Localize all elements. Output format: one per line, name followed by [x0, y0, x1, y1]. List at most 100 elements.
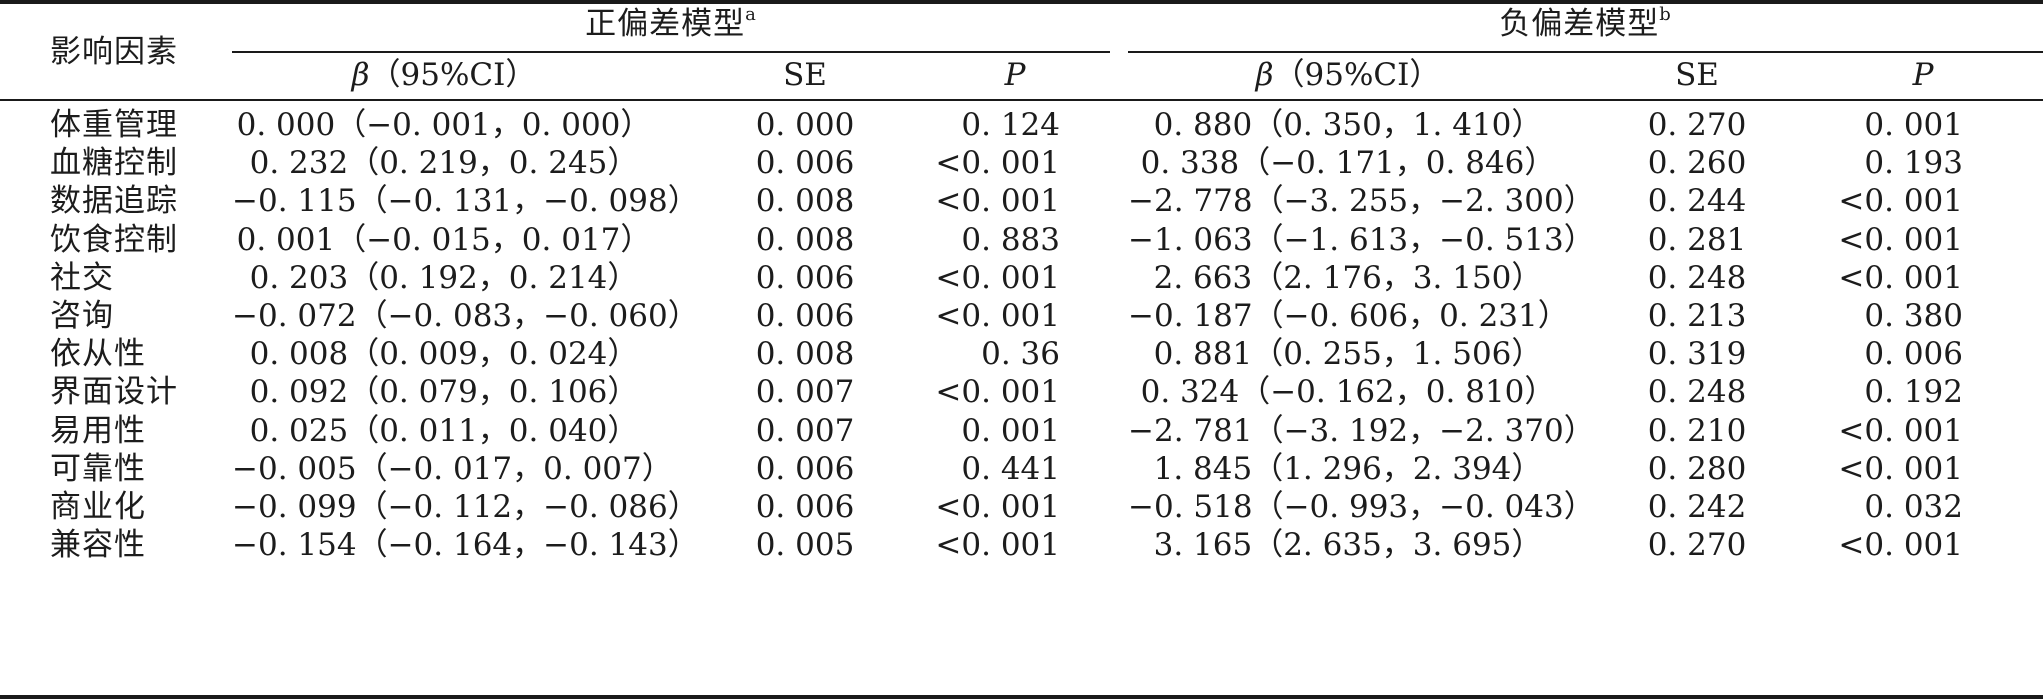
group-rule-negative: [1128, 51, 2043, 53]
beta-symbol: β: [1255, 57, 1274, 93]
group-label-positive: 正偏差模型: [585, 6, 746, 42]
neg-se-cell: 0. 260: [1647, 145, 1747, 181]
neg-p-cell: 0. 380: [1864, 298, 1963, 334]
neg-p-cell: 0. 032: [1864, 489, 1963, 525]
factor-cell: 数据追踪: [50, 183, 178, 219]
group-label-negative: 负偏差模型: [1499, 6, 1660, 42]
pos-se-cell: 0. 006: [755, 489, 855, 525]
pos-se-cell: 0. 007: [755, 413, 855, 449]
pos-p-cell: <0. 001: [935, 374, 1060, 410]
pos-se-cell: 0. 006: [755, 260, 855, 296]
pos-se-cell: 0. 006: [755, 298, 855, 334]
row-header-label: 影响因素: [50, 34, 178, 70]
pos-se-cell: 0. 008: [755, 183, 855, 219]
neg-se-cell: 0. 248: [1647, 374, 1747, 410]
beta-ci-label: （95%CI）: [1273, 57, 1441, 93]
neg-beta-cell: −2. 778（−3. 255，−2. 300）: [1128, 183, 1595, 219]
subheader-p-positive: P: [1004, 57, 1026, 93]
factor-cell: 依从性: [50, 336, 146, 372]
neg-p-cell: <0. 001: [1838, 260, 1963, 296]
factor-cell: 咨询: [50, 298, 114, 334]
pos-beta-cell: 0. 025（0. 011，0. 040）: [249, 413, 639, 449]
pos-p-cell: <0. 001: [935, 260, 1060, 296]
pos-p-cell: 0. 883: [961, 222, 1060, 258]
pos-beta-cell: 0. 092（0. 079，0. 106）: [249, 374, 639, 410]
factor-cell: 可靠性: [50, 451, 146, 487]
pos-p-cell: <0. 001: [935, 145, 1060, 181]
neg-p-cell: 0. 193: [1864, 145, 1963, 181]
pos-beta-cell: −0. 099（−0. 112，−0. 086）: [232, 489, 699, 525]
group-note-negative: b: [1659, 4, 1672, 25]
neg-beta-cell: 1. 845（1. 296，2. 394）: [1153, 451, 1543, 487]
pos-beta-cell: 0. 232（0. 219，0. 245）: [249, 145, 639, 181]
group-header-positive: 正偏差模型a: [232, 4, 1110, 43]
neg-se-cell: 0. 213: [1647, 298, 1747, 334]
pos-se-cell: 0. 006: [755, 145, 855, 181]
pos-p-cell: 0. 441: [961, 451, 1060, 487]
neg-beta-cell: 2. 663（2. 176，3. 150）: [1153, 260, 1543, 296]
neg-p-cell: 0. 006: [1864, 336, 1963, 372]
group-header-negative: 负偏差模型b: [1128, 4, 2043, 43]
group-note-positive: a: [745, 4, 757, 25]
pos-beta-cell: 0. 008（0. 009，0. 024）: [249, 336, 639, 372]
neg-p-cell: 0. 001: [1864, 107, 1963, 143]
neg-beta-cell: 3. 165（2. 635，3. 695）: [1153, 527, 1543, 563]
pos-beta-cell: −0. 154（−0. 164，−0. 143）: [232, 527, 699, 563]
group-rule-positive: [232, 51, 1110, 53]
beta-ci-label: （95%CI）: [369, 57, 537, 93]
factor-cell: 饮食控制: [50, 222, 178, 258]
factor-cell: 体重管理: [50, 107, 178, 143]
factor-cell: 兼容性: [50, 527, 146, 563]
neg-p-cell: 0. 192: [1864, 374, 1963, 410]
factor-cell: 商业化: [50, 489, 146, 525]
pos-se-cell: 0. 006: [755, 451, 855, 487]
neg-se-cell: 0. 319: [1647, 336, 1747, 372]
neg-p-cell: <0. 001: [1838, 451, 1963, 487]
subheader-beta-positive: β（95%CI）: [232, 57, 656, 93]
pos-beta-cell: 0. 001（−0. 015，0. 017）: [236, 222, 652, 258]
pos-se-cell: 0. 007: [755, 374, 855, 410]
pos-beta-cell: 0. 000（−0. 001，0. 000）: [236, 107, 652, 143]
factor-cell: 社交: [50, 260, 114, 296]
neg-se-cell: 0. 280: [1647, 451, 1747, 487]
pos-se-cell: 0. 008: [755, 336, 855, 372]
pos-se-cell: 0. 008: [755, 222, 855, 258]
factor-cell: 血糖控制: [50, 145, 178, 181]
neg-p-cell: <0. 001: [1838, 527, 1963, 563]
neg-beta-cell: 0. 880（0. 350，1. 410）: [1153, 107, 1543, 143]
bottom-rule: [0, 695, 2043, 699]
neg-beta-cell: 0. 338（−0. 171，0. 846）: [1140, 145, 1556, 181]
subheader-se-positive: SE: [783, 57, 827, 93]
pos-p-cell: 0. 36: [981, 336, 1060, 372]
pos-p-cell: <0. 001: [935, 489, 1060, 525]
pos-beta-cell: 0. 203（0. 192，0. 214）: [249, 260, 639, 296]
factor-cell: 界面设计: [50, 374, 178, 410]
subheader-se-negative: SE: [1675, 57, 1719, 93]
neg-se-cell: 0. 248: [1647, 260, 1747, 296]
neg-se-cell: 0. 270: [1647, 527, 1747, 563]
neg-beta-cell: −0. 187（−0. 606，0. 231）: [1128, 298, 1569, 334]
pos-p-cell: 0. 001: [961, 413, 1060, 449]
neg-se-cell: 0. 210: [1647, 413, 1747, 449]
top-rule: [0, 0, 2043, 4]
pos-se-cell: 0. 000: [755, 107, 855, 143]
factor-cell: 易用性: [50, 413, 146, 449]
pos-p-cell: <0. 001: [935, 183, 1060, 219]
neg-p-cell: <0. 001: [1838, 183, 1963, 219]
neg-beta-cell: −2. 781（−3. 192，−2. 370）: [1128, 413, 1595, 449]
neg-se-cell: 0. 244: [1647, 183, 1747, 219]
neg-se-cell: 0. 242: [1647, 489, 1747, 525]
beta-symbol: β: [351, 57, 370, 93]
neg-se-cell: 0. 281: [1647, 222, 1747, 258]
neg-beta-cell: 0. 881（0. 255，1. 506）: [1153, 336, 1543, 372]
subheader-beta-negative: β（95%CI）: [1128, 57, 1568, 93]
neg-beta-cell: −0. 518（−0. 993，−0. 043）: [1128, 489, 1595, 525]
pos-beta-cell: −0. 072（−0. 083，−0. 060）: [232, 298, 699, 334]
pos-se-cell: 0. 005: [755, 527, 855, 563]
subheader-p-negative: P: [1912, 57, 1934, 93]
header-bottom-rule: [0, 99, 2043, 101]
neg-se-cell: 0. 270: [1647, 107, 1747, 143]
pos-p-cell: <0. 001: [935, 527, 1060, 563]
pos-beta-cell: −0. 005（−0. 017，0. 007）: [232, 451, 673, 487]
